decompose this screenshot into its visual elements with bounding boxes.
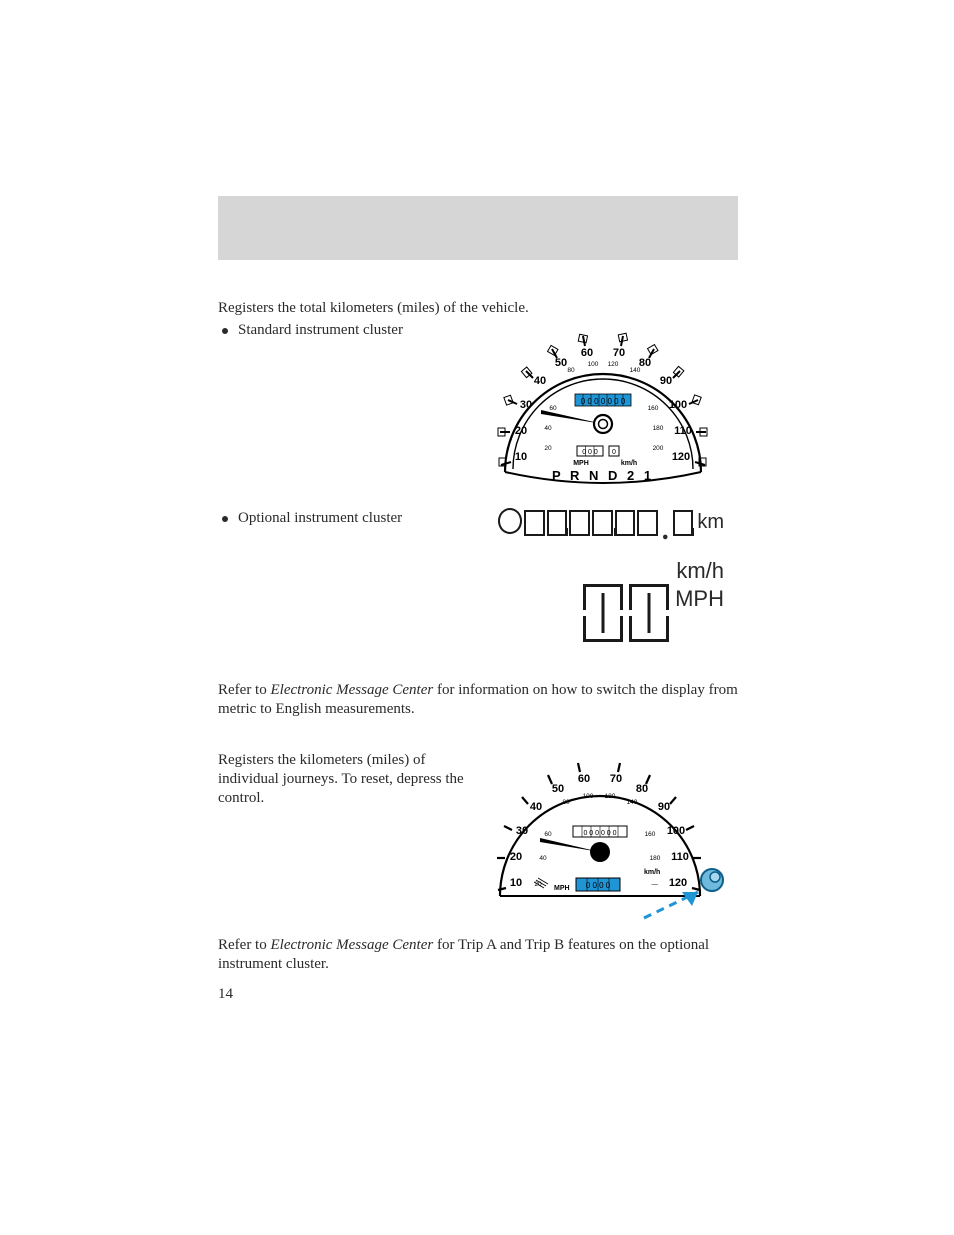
svg-text:140: 140 xyxy=(627,799,638,806)
optional-cluster-display: . km km/h MPH xyxy=(496,508,724,658)
bullet-optional-cluster: Optional instrument cluster xyxy=(218,509,478,528)
svg-text:0: 0 xyxy=(612,449,616,456)
svg-text:—: — xyxy=(652,881,659,888)
svg-text:110: 110 xyxy=(674,425,692,437)
speedometer-standard: 10 20 30 40 50 60 70 80 90 100 110 120 2… xyxy=(493,324,713,492)
svg-text:40: 40 xyxy=(530,801,542,813)
refer-message-center-1: Refer to Electronic Message Center for i… xyxy=(218,681,738,719)
svg-text:110: 110 xyxy=(671,851,689,863)
svg-text:70: 70 xyxy=(610,773,622,785)
svg-text:50: 50 xyxy=(552,783,564,795)
svg-text:20: 20 xyxy=(544,445,552,452)
svg-text:70: 70 xyxy=(613,347,625,359)
svg-text:160: 160 xyxy=(648,405,659,412)
svg-text:40: 40 xyxy=(534,375,546,387)
svg-text:10: 10 xyxy=(515,451,527,463)
mph-unit-label: MPH xyxy=(675,586,724,612)
trip-reset-knob-icon xyxy=(701,869,723,891)
svg-text:MPH: MPH xyxy=(554,885,570,892)
refer-message-center-2: Refer to Electronic Message Center for T… xyxy=(218,936,738,974)
svg-text:0 0 0 0: 0 0 0 0 xyxy=(586,881,611,890)
svg-text:90: 90 xyxy=(658,801,670,813)
section-header-block xyxy=(218,196,738,260)
svg-text:120: 120 xyxy=(605,793,616,800)
svg-text:180: 180 xyxy=(653,425,664,432)
svg-text:200: 200 xyxy=(653,445,664,452)
svg-text:20: 20 xyxy=(510,851,522,863)
svg-text:P R N D 2 1: P R N D 2 1 xyxy=(552,468,654,483)
svg-text:10: 10 xyxy=(510,877,522,889)
kmh-unit-label: km/h xyxy=(496,558,724,584)
svg-text:60: 60 xyxy=(544,831,552,838)
svg-text:0 0 0 0 0 0 0: 0 0 0 0 0 0 0 xyxy=(581,397,626,406)
svg-text:km/h: km/h xyxy=(621,460,637,467)
svg-text:60: 60 xyxy=(578,773,590,785)
svg-text:30: 30 xyxy=(516,825,528,837)
bullet-label: Standard instrument cluster xyxy=(238,321,403,340)
svg-text:km/h: km/h xyxy=(644,869,660,876)
km-unit-label: km xyxy=(697,511,724,534)
svg-text:80: 80 xyxy=(562,799,570,806)
svg-text:120: 120 xyxy=(608,361,619,368)
odometer-intro: Registers the total kilometers (miles) o… xyxy=(218,299,738,318)
svg-text:20: 20 xyxy=(515,425,527,437)
svg-text:50: 50 xyxy=(555,357,567,369)
svg-text:160: 160 xyxy=(645,831,656,838)
speedometer-trip: 10 20 30 40 50 60 70 80 90 100 110 120 2… xyxy=(488,748,714,924)
bullet-icon xyxy=(222,328,228,334)
svg-text:120: 120 xyxy=(672,451,690,463)
svg-text:80: 80 xyxy=(567,367,575,374)
svg-text:100: 100 xyxy=(588,361,599,368)
svg-text:80: 80 xyxy=(639,357,651,369)
svg-text:60: 60 xyxy=(581,347,593,359)
svg-text:40: 40 xyxy=(539,855,547,862)
svg-text:180: 180 xyxy=(650,855,661,862)
svg-text:140: 140 xyxy=(630,367,641,374)
page-number: 14 xyxy=(218,986,233,1003)
svg-text:40: 40 xyxy=(544,425,552,432)
svg-text:30: 30 xyxy=(520,399,532,411)
odometer-reset-circle-icon xyxy=(498,508,522,534)
svg-text:60: 60 xyxy=(549,405,557,412)
svg-text:0 0 0: 0 0 0 xyxy=(582,449,598,456)
trip-odometer-text: Registers the kilometers (miles) of indi… xyxy=(218,751,468,809)
svg-text:MPH: MPH xyxy=(573,460,589,467)
svg-text:120: 120 xyxy=(669,877,687,889)
svg-text:90: 90 xyxy=(660,375,672,387)
bullet-icon xyxy=(222,516,228,522)
svg-text:100: 100 xyxy=(669,399,687,411)
svg-text:0 0 0 0 0 0: 0 0 0 0 0 0 xyxy=(583,830,616,837)
bullet-label: Optional instrument cluster xyxy=(238,509,402,528)
svg-text:100: 100 xyxy=(667,825,685,837)
bullet-standard-cluster: Standard instrument cluster xyxy=(218,321,478,340)
svg-text:100: 100 xyxy=(583,793,594,800)
svg-text:80: 80 xyxy=(636,783,648,795)
